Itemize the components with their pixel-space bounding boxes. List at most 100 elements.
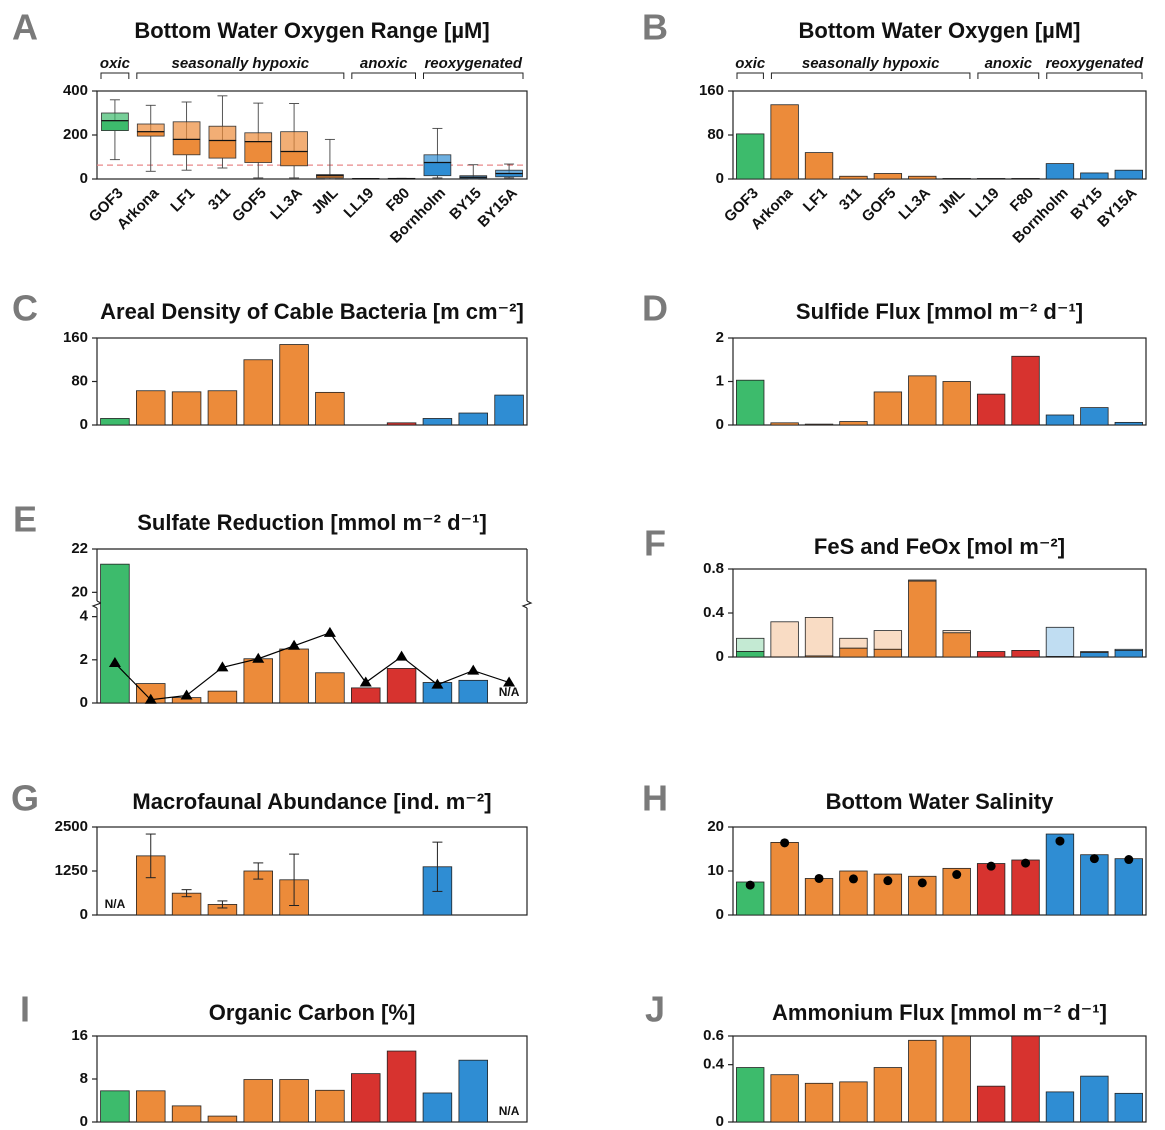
bar bbox=[100, 563, 130, 704]
panel-letter: B bbox=[642, 7, 668, 48]
bar-segment bbox=[1080, 652, 1109, 658]
chart-title: Macrofaunal Abundance [ind. m⁻²] bbox=[132, 789, 491, 814]
dot bbox=[917, 878, 927, 888]
bar bbox=[136, 390, 166, 426]
triangle-marker bbox=[288, 639, 301, 650]
bar bbox=[207, 390, 238, 426]
group-bracket bbox=[423, 72, 524, 79]
box-lower bbox=[208, 140, 237, 159]
bar bbox=[422, 1092, 453, 1123]
bar bbox=[279, 344, 309, 426]
box-upper bbox=[101, 112, 129, 122]
y-tick-label: 160 bbox=[63, 329, 88, 346]
x-tick-label: GOF5 bbox=[229, 185, 270, 226]
box-lower bbox=[172, 138, 201, 156]
x-tick-label: JML bbox=[308, 185, 341, 218]
x-tick-label: LL3A bbox=[267, 184, 306, 223]
bar bbox=[458, 412, 488, 426]
chart-title: Bottom Water Oxygen [µM] bbox=[799, 18, 1081, 43]
x-tick-label: BY15A bbox=[1094, 184, 1140, 230]
bar bbox=[279, 648, 309, 704]
group-label: seasonally hypoxic bbox=[802, 55, 940, 72]
bar bbox=[1114, 421, 1143, 426]
group-label: anoxic bbox=[985, 55, 1033, 72]
panel-letter: D bbox=[642, 288, 668, 329]
x-tick-label: LL3A bbox=[895, 184, 934, 223]
chart-title: Sulfide Flux [mmol m⁻² d⁻¹] bbox=[796, 299, 1083, 324]
dot bbox=[780, 838, 790, 848]
axis-break bbox=[521, 600, 533, 609]
chart-title: FeS and FeOx [mol m⁻²] bbox=[814, 534, 1065, 559]
y-tick-label: 160 bbox=[699, 82, 724, 99]
bar bbox=[386, 668, 417, 704]
bar bbox=[279, 1079, 309, 1123]
bar bbox=[873, 1067, 903, 1123]
bar bbox=[1011, 1035, 1040, 1123]
bar bbox=[908, 375, 937, 426]
box-upper bbox=[172, 121, 201, 140]
chart-title: Areal Density of Cable Bacteria [m cm⁻²] bbox=[100, 299, 524, 324]
triangle-marker bbox=[323, 626, 336, 637]
bar bbox=[1011, 178, 1040, 180]
y-tick-label: 0 bbox=[716, 170, 724, 187]
triangle-marker bbox=[108, 657, 121, 668]
bar-segment bbox=[908, 580, 937, 658]
bar bbox=[976, 178, 1006, 180]
bar bbox=[873, 391, 903, 426]
triangle-marker bbox=[431, 678, 444, 689]
box-lower bbox=[280, 151, 308, 167]
triangle-marker bbox=[216, 661, 229, 672]
y-tick-label: 80 bbox=[707, 126, 724, 143]
dot bbox=[1089, 854, 1099, 864]
bar bbox=[494, 394, 524, 426]
y-tick-label: 0 bbox=[80, 1113, 88, 1130]
bar bbox=[386, 1050, 417, 1123]
bar bbox=[942, 1035, 971, 1123]
bar bbox=[804, 1082, 834, 1123]
bar-segment bbox=[839, 647, 868, 658]
box-lower bbox=[423, 162, 452, 177]
bar bbox=[873, 173, 903, 180]
triangle-marker bbox=[359, 676, 372, 687]
y-tick-label: 0 bbox=[80, 170, 88, 187]
panel-letter: A bbox=[12, 7, 38, 48]
bar bbox=[171, 391, 202, 426]
box-upper bbox=[208, 125, 237, 141]
bar bbox=[207, 690, 238, 704]
box-lower bbox=[244, 141, 273, 163]
bar bbox=[736, 1067, 765, 1123]
line bbox=[114, 632, 510, 701]
dot bbox=[952, 870, 962, 880]
y-tick-label: 0.6 bbox=[703, 1027, 724, 1044]
box-upper bbox=[280, 131, 308, 152]
bar-segment bbox=[1045, 626, 1075, 657]
bar-segment bbox=[873, 648, 903, 658]
x-tick-label: JML bbox=[935, 185, 968, 218]
y-tick-label: 20 bbox=[71, 583, 88, 600]
y-tick-label: 0 bbox=[716, 648, 724, 665]
bar-segment bbox=[976, 651, 1006, 658]
dot bbox=[883, 876, 893, 886]
bar-segment bbox=[873, 630, 903, 650]
bar bbox=[908, 1039, 937, 1123]
chart-title: Ammonium Flux [mmol m⁻² d⁻¹] bbox=[772, 1000, 1107, 1025]
chart-title: Organic Carbon [%] bbox=[209, 1000, 416, 1025]
bar bbox=[171, 1105, 202, 1123]
y-tick-label: 0 bbox=[80, 694, 88, 711]
value-label: N/A bbox=[105, 897, 126, 911]
bar bbox=[243, 1079, 273, 1123]
dot bbox=[814, 873, 824, 883]
chart-title: Bottom Water Salinity bbox=[826, 789, 1055, 814]
bar bbox=[942, 178, 971, 180]
dot bbox=[745, 880, 755, 890]
x-tick-label: F80 bbox=[383, 185, 413, 215]
bar bbox=[1045, 414, 1075, 426]
bar-segment bbox=[1011, 650, 1040, 658]
bar bbox=[770, 842, 799, 916]
bar-segment bbox=[770, 621, 799, 658]
y-tick-label: 0 bbox=[716, 416, 724, 433]
y-tick-label: 4 bbox=[80, 608, 89, 625]
y-tick-label: 0 bbox=[716, 1113, 724, 1130]
